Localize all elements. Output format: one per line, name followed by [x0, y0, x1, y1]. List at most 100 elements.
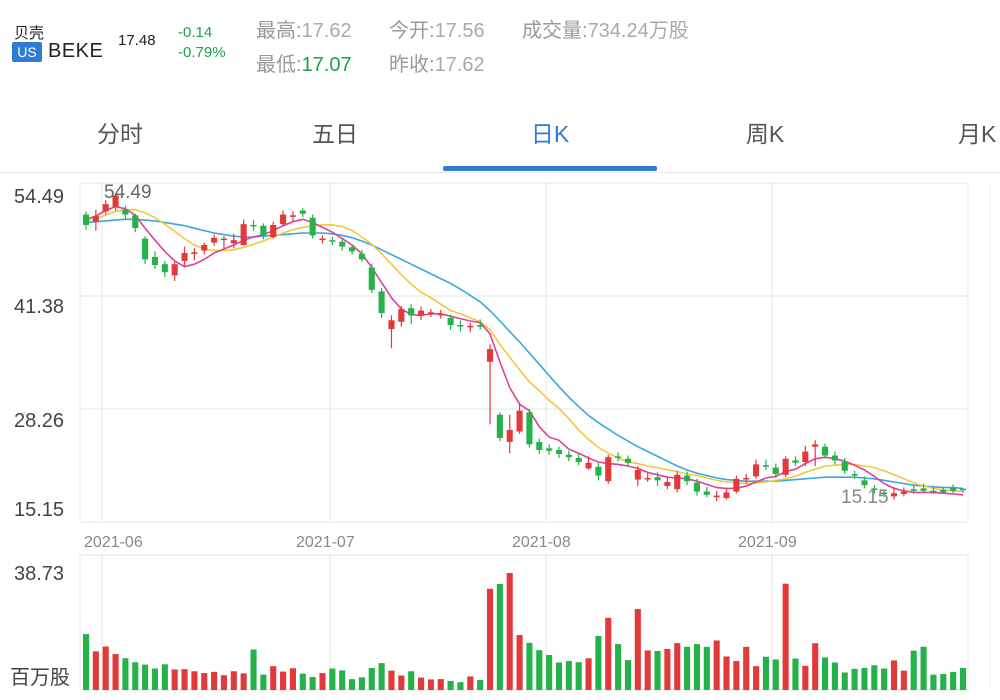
candlestick [368, 263, 375, 294]
candlestick [674, 470, 681, 493]
volume-bar [329, 668, 336, 690]
candlestick [654, 472, 661, 486]
volume-bar [802, 665, 809, 690]
volume-bar [753, 666, 760, 690]
candle-body [398, 309, 405, 322]
candle-body [693, 482, 700, 492]
candlestick [861, 476, 868, 489]
volume-bar [201, 673, 208, 690]
candle-body [427, 312, 434, 314]
candlestick [585, 456, 592, 470]
candle-body [280, 214, 287, 225]
candlestick [447, 314, 454, 330]
volume-bar [831, 662, 838, 690]
volume-bar [851, 668, 858, 690]
candle-body [615, 456, 622, 458]
candle-body [92, 216, 99, 222]
candlestick [486, 344, 494, 425]
candlestick [161, 260, 168, 277]
volume-panel-frame [79, 554, 969, 691]
candle-body [486, 349, 494, 362]
volume-bar [940, 673, 947, 690]
volume-bars [82, 573, 967, 690]
stat-low: 最低:17.07 [256, 48, 352, 77]
tab-weekly-k[interactable]: 周K [745, 121, 785, 147]
candlestick [802, 445, 809, 466]
volume-bar [900, 670, 907, 690]
volume-bar [378, 663, 385, 690]
candle-body [605, 457, 612, 482]
volume-bar [260, 674, 267, 690]
stat-open: 今开:17.56 [389, 14, 485, 43]
candlestick [792, 456, 799, 466]
candlestick [851, 470, 858, 479]
candle-body [191, 252, 198, 254]
candle-body [181, 252, 188, 261]
candle-body [664, 481, 671, 486]
tab-five-day[interactable]: 五日 [312, 121, 358, 147]
volume-bar [536, 650, 543, 690]
candlestick [900, 487, 907, 497]
candlestick [280, 210, 287, 227]
stat-open-label: 今开: [389, 20, 435, 42]
candlestick [339, 239, 346, 251]
volume-bar [142, 664, 149, 690]
stat-volume: 成交量:734.24万股 [522, 14, 689, 43]
tab-minute[interactable]: 分时 [97, 121, 143, 147]
candle-body [250, 224, 257, 227]
volume-bar [762, 656, 769, 690]
tab-monthly-k[interactable]: 月K [958, 121, 997, 147]
candle-body [713, 495, 720, 498]
x-axis-tick-label: 2021-06 [84, 534, 143, 551]
y-axis-tick-label: 28.26 [14, 410, 64, 432]
candle-body [555, 449, 563, 454]
candle-body [358, 253, 365, 260]
candle-body [319, 238, 326, 241]
volume-bar [624, 660, 632, 690]
candlestick [299, 208, 306, 217]
volume-bar [772, 659, 779, 690]
volume-bar [516, 635, 523, 690]
candle-body [467, 325, 474, 328]
candlestick [319, 235, 326, 244]
volume-bar [565, 660, 572, 690]
candle-body [516, 410, 523, 432]
volume-bar [555, 662, 563, 690]
candle-body [861, 480, 868, 486]
candlestick [151, 251, 159, 269]
candle-body [890, 493, 898, 497]
candle-body [871, 488, 878, 490]
candle-body [299, 210, 306, 214]
volume-bar [388, 670, 395, 690]
volume-bar [585, 658, 592, 690]
candlestick [950, 484, 957, 494]
volume-bar [861, 667, 868, 690]
candlestick [910, 485, 917, 494]
volume-bar [506, 573, 513, 690]
candle-body [526, 412, 533, 445]
candle-body [802, 451, 809, 462]
stock-name: 贝壳 [14, 25, 45, 42]
chart-grid [79, 182, 991, 691]
candle-body [102, 204, 109, 212]
candlestick [506, 414, 513, 454]
candle-body [733, 478, 740, 492]
candlestick [349, 244, 356, 255]
candle-body [437, 313, 444, 316]
candlestick [762, 459, 769, 470]
active-tab-indicator [443, 166, 657, 171]
volume-bar [270, 666, 277, 690]
candlestick [132, 213, 139, 233]
candlestick [496, 412, 503, 442]
ticker-symbol: BEKE [48, 40, 104, 62]
volume-bar [122, 658, 129, 690]
candle-body [171, 264, 178, 276]
candlestick [122, 205, 129, 220]
candlestick [358, 249, 365, 262]
candlestick [171, 261, 178, 281]
candlestick [102, 200, 109, 215]
tab-daily-k[interactable]: 日K [530, 121, 570, 147]
candlestick [644, 473, 651, 482]
candlestick [220, 236, 228, 249]
